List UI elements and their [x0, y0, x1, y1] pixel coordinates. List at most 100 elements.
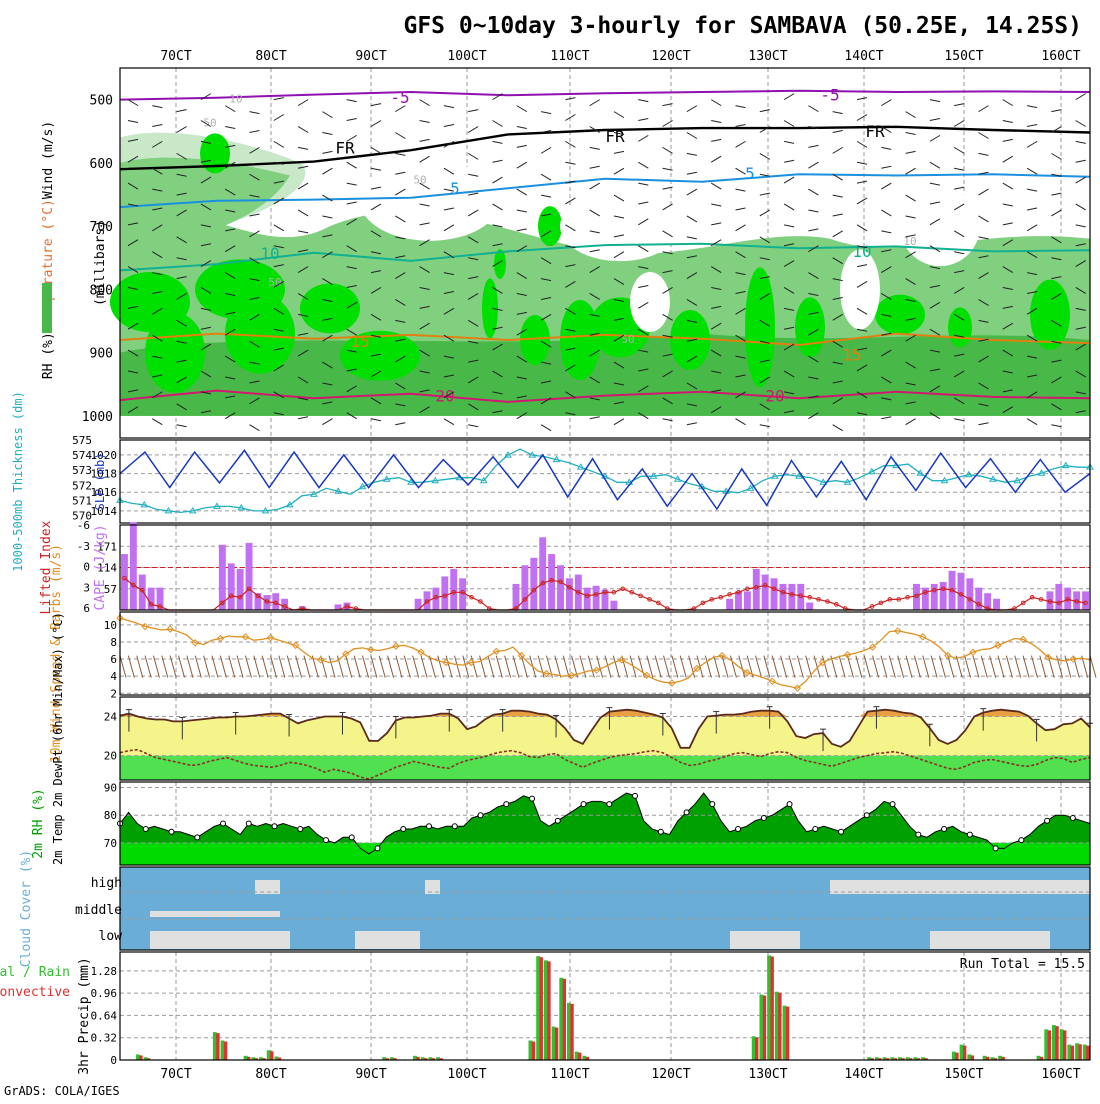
y-axis-label-cloud: Cloud Cover (%) — [19, 850, 34, 967]
wind-speed-marker — [643, 671, 651, 680]
wind-barb — [856, 140, 868, 148]
x-tick-label-bottom: 120CT — [651, 1067, 690, 1082]
wind-barb — [759, 424, 770, 428]
cape-bar — [450, 568, 458, 610]
wind-barb — [1027, 124, 1038, 127]
wind-speed-marker — [191, 639, 199, 647]
wind-barb-10m — [462, 655, 470, 678]
wind-speed-marker — [868, 643, 877, 651]
wind-barb — [856, 245, 868, 249]
wind-barb-10m — [487, 655, 495, 678]
precip-convective-bar — [870, 1058, 874, 1060]
wind-barb — [127, 389, 139, 393]
wind-barb — [395, 338, 406, 342]
precip-total-bar — [574, 1051, 579, 1060]
wind-barb — [249, 230, 260, 238]
wind-barb — [978, 236, 989, 240]
wind-barb — [225, 292, 236, 296]
wind-barb — [565, 180, 576, 184]
lifted-index-marker — [246, 586, 252, 592]
precip-total-bar — [559, 977, 564, 1060]
precip-convective-bar — [531, 1041, 536, 1060]
wind-barb — [127, 239, 139, 247]
rh-marker — [915, 831, 922, 838]
wind-barb-10m — [144, 655, 152, 678]
y-tick-label-left: 571 — [72, 494, 92, 507]
wind-barb — [370, 353, 382, 357]
y-tick-label: 4 — [110, 670, 117, 683]
wind-barb — [686, 422, 697, 426]
lifted-index-marker — [1065, 597, 1071, 602]
cape-bar — [521, 565, 529, 610]
wind-barb — [978, 338, 989, 342]
lifted-index-marker — [931, 587, 937, 593]
wind-barb — [954, 418, 965, 422]
isotherm-20 — [119, 389, 1091, 403]
wind-barb-10m — [152, 655, 160, 678]
cape-bar — [601, 589, 609, 610]
wind-barb — [759, 293, 771, 300]
wind-barb-10m — [345, 655, 353, 678]
lifted-index-marker — [958, 592, 964, 597]
wind-barb — [565, 161, 576, 165]
wind-barb — [200, 159, 211, 163]
precip-total-bar — [867, 1057, 872, 1060]
wind-barb — [395, 272, 406, 280]
thickness-marker — [528, 451, 537, 458]
wind-barb — [784, 326, 795, 330]
wind-barb — [613, 132, 625, 135]
wind-barb — [516, 126, 527, 129]
wind-barb-10m — [161, 655, 169, 678]
wind-barb — [1051, 276, 1062, 280]
wind-barb-10m — [420, 655, 428, 678]
wind-barb — [589, 349, 600, 357]
wind-barb-10m — [554, 655, 562, 678]
rh-marker — [812, 826, 819, 833]
precip-convective-bar — [924, 1058, 928, 1060]
wind-barb — [1075, 287, 1086, 294]
cape-bar — [218, 544, 226, 610]
wind-barb — [1051, 319, 1062, 327]
wind-barb-10m — [512, 655, 520, 678]
wind-speed-marker — [969, 648, 977, 656]
wind-barb — [249, 278, 260, 282]
wind-barb — [881, 266, 892, 274]
wind-barb — [297, 126, 309, 133]
wind-barb — [1075, 159, 1086, 163]
wind-barb — [443, 307, 455, 315]
wind-barb — [929, 134, 941, 142]
precip-convective-bar — [146, 1058, 151, 1060]
precip-total-bar — [243, 1055, 248, 1060]
precip-total-bar — [420, 1057, 425, 1060]
wind-barb — [540, 313, 552, 321]
precip-convective-bar — [878, 1058, 882, 1060]
cloud-low-fill — [150, 931, 290, 949]
rh-marker — [348, 834, 355, 841]
wind-barb — [856, 412, 868, 416]
wind-barb — [881, 126, 892, 133]
wind-barb — [467, 236, 479, 244]
wind-speed-marker — [316, 656, 325, 664]
wind-barb-10m — [1005, 655, 1013, 678]
isotherm-10 — [119, 242, 1091, 272]
lifted-index-marker — [531, 587, 537, 593]
precip-convective-bar — [1047, 1030, 1052, 1060]
y-tick-label: 80 — [104, 809, 117, 822]
wind-barb — [856, 197, 868, 205]
wind-barb — [638, 301, 649, 309]
rh-marker — [220, 820, 227, 827]
wind-barb — [346, 99, 357, 103]
precip-convective-bar — [770, 956, 774, 1060]
wind-barb — [322, 361, 333, 369]
wind-barb-10m — [646, 655, 654, 678]
wind-barb — [1075, 410, 1086, 414]
wind-barb — [395, 171, 406, 175]
y-tick-label-left: 3 — [83, 581, 90, 594]
wind-barb — [200, 203, 212, 211]
x-tick-label-top: 130CT — [748, 49, 787, 64]
rh-marker — [657, 828, 664, 835]
cape-bar — [263, 595, 271, 610]
wind-barb — [249, 296, 260, 300]
wind-barb — [541, 278, 552, 282]
wind-barb — [322, 132, 333, 135]
